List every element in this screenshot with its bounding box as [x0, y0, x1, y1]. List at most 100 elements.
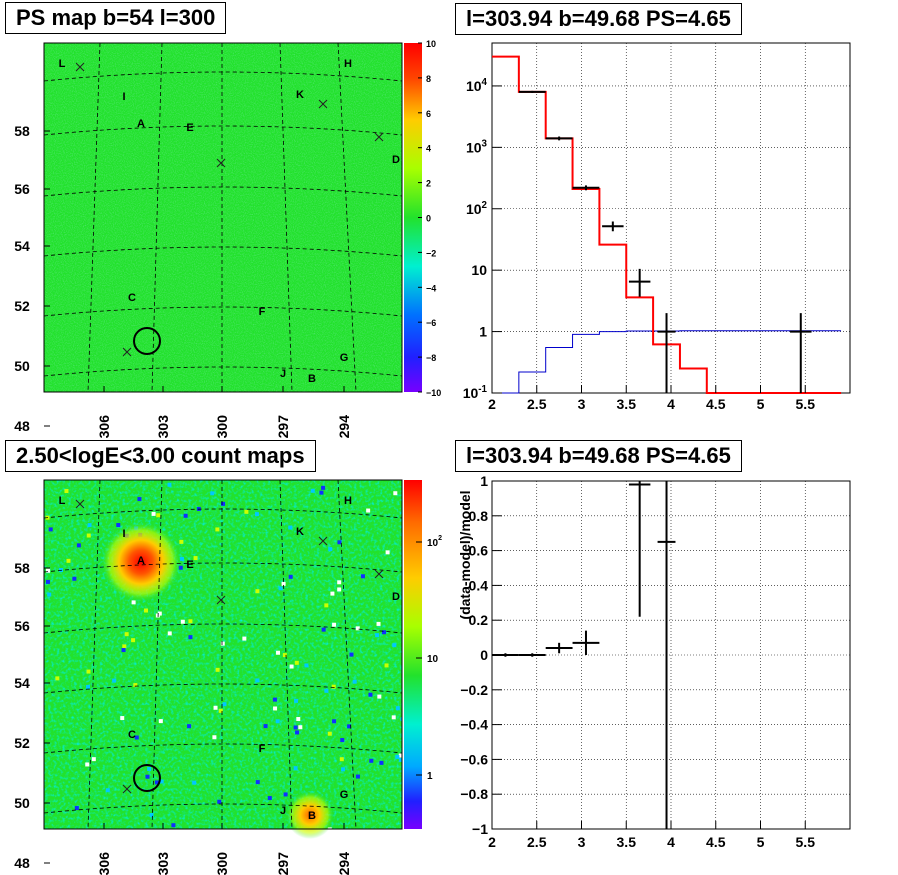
count-pixel: [215, 667, 220, 672]
count-pixel: [131, 638, 136, 643]
x-tick-label: 5.5: [796, 834, 816, 850]
count-pixel: [222, 702, 227, 707]
count-pixel: [349, 652, 354, 657]
x-tick-label: 300: [214, 415, 230, 439]
count-pixel: [87, 523, 92, 528]
count-hotspot-A: [101, 522, 181, 602]
count-pixel: [398, 753, 402, 758]
colorbar-tick-label: 10: [427, 654, 439, 665]
ps-map-frame: [43, 42, 403, 393]
count-pixel: [395, 754, 400, 759]
colorbar-tick-label: −8: [426, 353, 436, 363]
count-pixel: [85, 762, 90, 767]
count-pixel: [187, 724, 192, 729]
source-cross-marker: [374, 132, 384, 142]
count-pixel: [321, 485, 326, 490]
count-pixel: [158, 719, 163, 724]
count-pixel: [337, 540, 342, 545]
count-pixel: [120, 716, 125, 721]
count-pixel: [46, 568, 51, 573]
ps-map-panel: L H I K A E D C F G J B 10 8 6 4 2 0 −2 −4 −6 −8 −10 48 50 52 54…: [14, 39, 441, 438]
ps-map-noise: [44, 43, 402, 392]
count-pixel: [179, 539, 184, 544]
source-label-C: C: [128, 729, 136, 741]
count-pixel: [278, 586, 283, 591]
source-label-J: J: [280, 368, 286, 380]
colorbar-tick-label: −4: [426, 283, 436, 293]
count-pixel: [289, 664, 294, 669]
longitude-line: [151, 43, 163, 392]
count-pixel: [288, 525, 293, 530]
count-pixel: [86, 684, 91, 689]
count-pixel: [355, 774, 360, 779]
count-pixel: [167, 482, 172, 487]
count-pixel: [254, 512, 259, 517]
count-pixel: [319, 490, 324, 495]
source-label-K: K: [296, 526, 304, 538]
ps-colorbar-ticks: 10 8 6 4 2 0 −2 −4 −6 −8 −10: [418, 39, 441, 398]
ps-map-source-labels: L H I K A E D C F G J B: [59, 58, 400, 385]
count-pixel: [295, 730, 300, 735]
source-label-L: L: [59, 495, 66, 507]
count-pixel: [171, 823, 176, 828]
y-tick-label: 10-1: [463, 384, 488, 401]
count-pixel: [64, 489, 69, 494]
count-pixel: [376, 621, 381, 626]
source-label-J: J: [280, 805, 286, 817]
source-cross-marker: [318, 536, 328, 546]
source-label-B: B: [308, 373, 316, 385]
spectrum-grid: [491, 43, 850, 394]
source-label-K: K: [296, 89, 304, 101]
count-pixel: [116, 523, 121, 528]
count-pixel: [137, 497, 142, 502]
ps-map-axis-ticks: 48 50 52 54 56 58 306 303 300 297 294: [14, 123, 352, 438]
count-pixel: [377, 694, 382, 699]
longitude-line: [337, 480, 357, 829]
count-pixel: [220, 641, 225, 646]
background-model-line: [492, 330, 842, 394]
colorbar-tick-label: −6: [426, 318, 436, 328]
count-pixel: [375, 633, 380, 638]
y-tick-label: 104: [466, 77, 488, 94]
spectrum-title: l=303.94 b=49.68 PS=4.65: [455, 3, 742, 35]
count-pixel: [147, 767, 152, 772]
count-pixel: [215, 527, 220, 532]
count-pixel: [86, 533, 91, 538]
x-tick-label: 300: [214, 852, 230, 875]
count-pixel: [327, 731, 332, 736]
y-tick-label: 0.2: [469, 612, 489, 628]
colorbar-tick-label: 6: [426, 109, 431, 119]
source-label-D: D: [392, 154, 400, 166]
count-pixel: [283, 792, 288, 797]
count-pixel: [281, 581, 286, 586]
source-cross-marker: [374, 569, 384, 579]
count-pixel: [180, 619, 185, 624]
y-tick-label: 102: [466, 200, 488, 217]
latitude-line: [44, 246, 402, 257]
residual-marks: [492, 481, 676, 829]
latitude-line: [44, 186, 402, 197]
count-pixel: [192, 780, 197, 785]
count-pixel: [384, 663, 389, 668]
count-pixel: [276, 650, 281, 655]
count-pixel: [218, 708, 223, 713]
count-pixel: [105, 788, 110, 793]
count-pixel: [310, 488, 315, 493]
count-pixel: [288, 574, 293, 579]
ps-map-coordinate-grid: [44, 43, 402, 392]
ps-map-title: PS map b=54 l=300: [5, 2, 227, 34]
spectrum-panel: 2 2.5 3 3.5 4 4.5 5 5.5 10-1 1 10 102 103 104: [463, 42, 851, 412]
count-pixel: [324, 688, 329, 693]
count-pixel: [244, 509, 249, 514]
x-tick-label: 5: [757, 834, 765, 850]
count-pixel: [242, 636, 247, 641]
y-tick-label: −1: [472, 821, 488, 837]
count-colorbar-ticks: 102 10 1: [416, 535, 442, 782]
count-pixel: [55, 676, 60, 681]
x-tick-label: 297: [275, 415, 291, 439]
longitude-line: [337, 43, 357, 392]
count-pixel: [221, 501, 226, 506]
x-tick-label: 2.5: [527, 834, 547, 850]
ps-colorbar: [404, 43, 422, 392]
